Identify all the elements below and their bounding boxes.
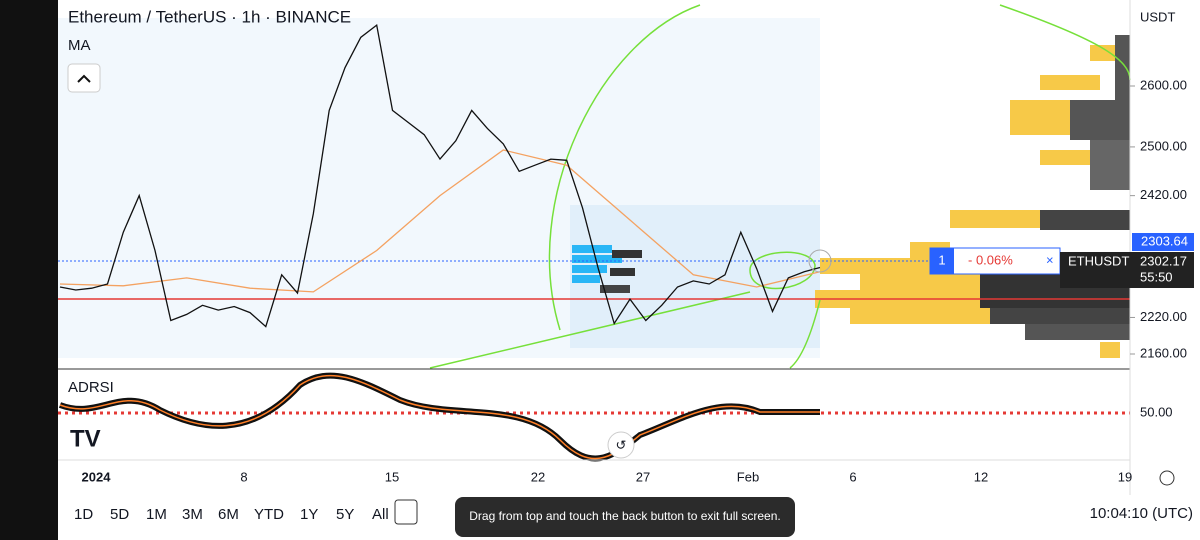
last-price-box [1132, 233, 1194, 251]
symbol-box [1060, 252, 1194, 288]
range-button[interactable]: 5Y [336, 506, 354, 523]
toast-text: Drag from top and touch the back button … [469, 509, 781, 523]
currency-label[interactable]: USDT [1140, 9, 1175, 24]
x-tick-label: 8 [240, 469, 247, 484]
range-button[interactable]: 1Y [300, 506, 318, 523]
toast [455, 497, 795, 537]
range-button[interactable]: 6M [218, 506, 239, 523]
close-order[interactable]: × [1046, 252, 1054, 267]
fib-circle [749, 251, 816, 290]
order-qty: 1 [938, 252, 945, 267]
last-price: 2303.64 [1141, 233, 1188, 248]
reset-icon: ↺ [616, 437, 627, 452]
side-bar [0, 0, 58, 540]
symbol: ETHUSDT [1068, 253, 1129, 268]
reset-button[interactable] [607, 431, 635, 459]
collapse-button[interactable] [67, 63, 101, 93]
settings-icon[interactable] [1159, 470, 1175, 486]
countdown: 55:50 [1140, 269, 1173, 284]
price-line-series [59, 23, 821, 328]
trend-line [429, 291, 751, 369]
y-tick-label: 2500.00 [1140, 138, 1187, 153]
clock: 10:04:10 (UTC) [1090, 505, 1193, 522]
x-tick-label: 15 [385, 469, 399, 484]
range-button[interactable]: All [372, 506, 389, 523]
x-tick-label: 6 [849, 469, 856, 484]
oscillator-level: 50.00 [1140, 404, 1173, 419]
y-tick-label: 2160.00 [1140, 345, 1187, 360]
range-button[interactable]: 5D [110, 506, 129, 523]
cursor [808, 249, 832, 273]
collapse-icon [77, 74, 91, 83]
ma-line [59, 149, 821, 293]
oscillator-name: ADRSI [68, 379, 114, 396]
range-button[interactable]: 1D [74, 506, 93, 523]
indicator-label: MA [68, 37, 91, 54]
x-tick-label: 27 [636, 469, 650, 484]
y-tick-label: 2420.00 [1140, 187, 1187, 202]
fib-arc [548, 4, 1131, 369]
range-button[interactable]: 1M [146, 506, 167, 523]
volume-profile [815, 35, 1130, 358]
session-profile [572, 245, 642, 293]
compare-icon[interactable] [394, 499, 418, 525]
x-tick-label: 2024 [82, 469, 112, 484]
x-tick-label: 19 [1118, 469, 1132, 484]
x-tick-label: 22 [531, 469, 545, 484]
x-tick-label: 12 [974, 469, 988, 484]
y-tick-label: 2600.00 [1140, 77, 1187, 92]
order-change: - 0.06% [968, 252, 1013, 267]
range-button[interactable]: YTD [254, 506, 284, 523]
order-qty-box [930, 248, 954, 274]
logo: TV [70, 425, 101, 452]
symbol-price: 2302.17 [1140, 253, 1187, 268]
y-tick-label: 2220.00 [1140, 309, 1187, 324]
x-tick-label: Feb [737, 469, 759, 484]
chart-title: Ethereum / TetherUS · 1h · BINANCE [68, 7, 351, 26]
oscillator-signal [59, 374, 820, 460]
range-button[interactable]: 3M [182, 506, 203, 523]
